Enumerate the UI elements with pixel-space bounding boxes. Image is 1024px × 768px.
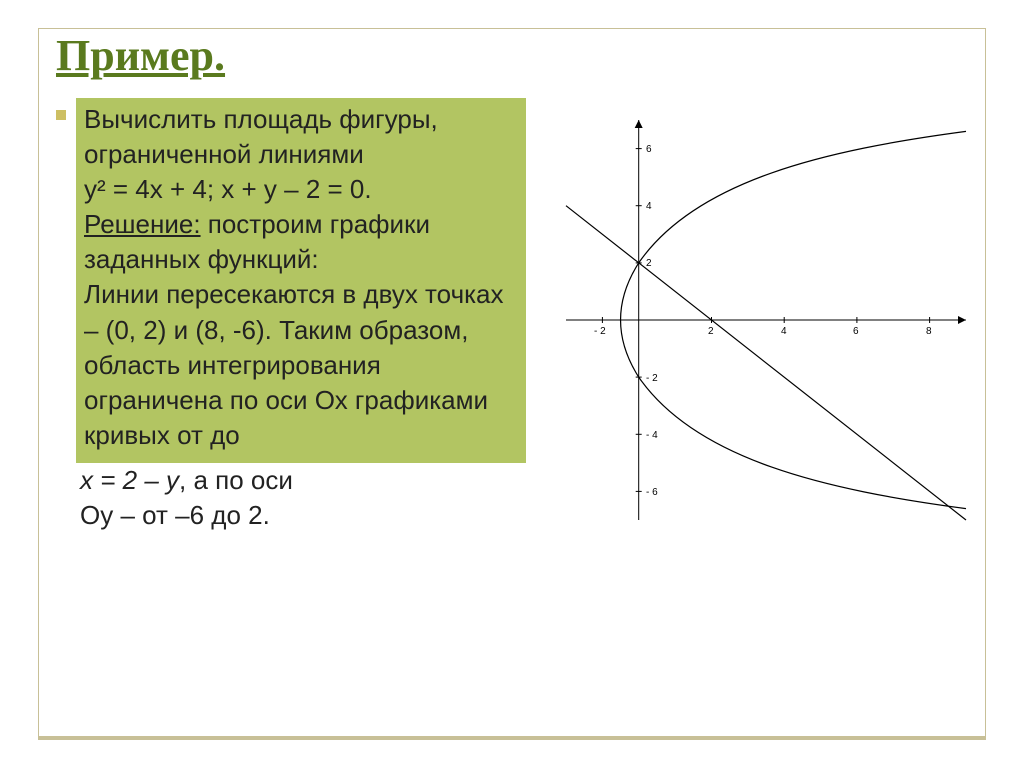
svg-text:2: 2: [646, 258, 652, 269]
problem-statement: Вычислить площадь фигуры, ограниченной л…: [84, 102, 518, 172]
xy-after: , а по оси: [179, 465, 293, 495]
bullet-icon: [56, 110, 66, 120]
svg-text:8: 8: [926, 326, 932, 337]
svg-text:2: 2: [708, 326, 714, 337]
svg-text:6: 6: [853, 326, 859, 337]
line-curve: [566, 206, 966, 520]
svg-text:- 2: - 2: [646, 373, 658, 384]
xy-expression: х = 2 – у: [80, 465, 179, 495]
svg-text:4: 4: [781, 326, 787, 337]
equations: y² = 4x + 4; x + y – 2 = 0.: [84, 172, 518, 207]
content-column: Вычислить площадь фигуры, ограниченной л…: [56, 98, 526, 533]
oy-range-line: Оу – от –6 до 2.: [56, 498, 526, 533]
y-axis-arrow: [635, 120, 643, 128]
x-axis-arrow: [958, 316, 966, 324]
chart-svg: - 2 2 4 6 8 6 4 2 - 2 - 4 - 6: [546, 100, 976, 540]
x-range-line: х = 2 – у, а по оси: [56, 463, 526, 498]
svg-text:- 6: - 6: [646, 487, 658, 498]
slide-title: Пример.: [56, 30, 225, 81]
solution-label: Решение:: [84, 209, 201, 239]
highlight-box: Вычислить площадь фигуры, ограниченной л…: [76, 98, 526, 463]
svg-text:- 4: - 4: [646, 430, 658, 441]
explanation-paragraph: Линии пересекаются в двух точках – (0, 2…: [84, 277, 518, 452]
solution-line: Решение: построим графики заданных функц…: [84, 207, 518, 277]
slide: Пример. Вычислить площадь фигуры, ограни…: [0, 0, 1024, 768]
svg-text:- 2: - 2: [594, 326, 606, 337]
chart: - 2 2 4 6 8 6 4 2 - 2 - 4 - 6: [546, 100, 976, 540]
svg-text:6: 6: [646, 144, 652, 155]
svg-text:4: 4: [646, 201, 652, 212]
bullet-row: Вычислить площадь фигуры, ограниченной л…: [56, 98, 526, 463]
